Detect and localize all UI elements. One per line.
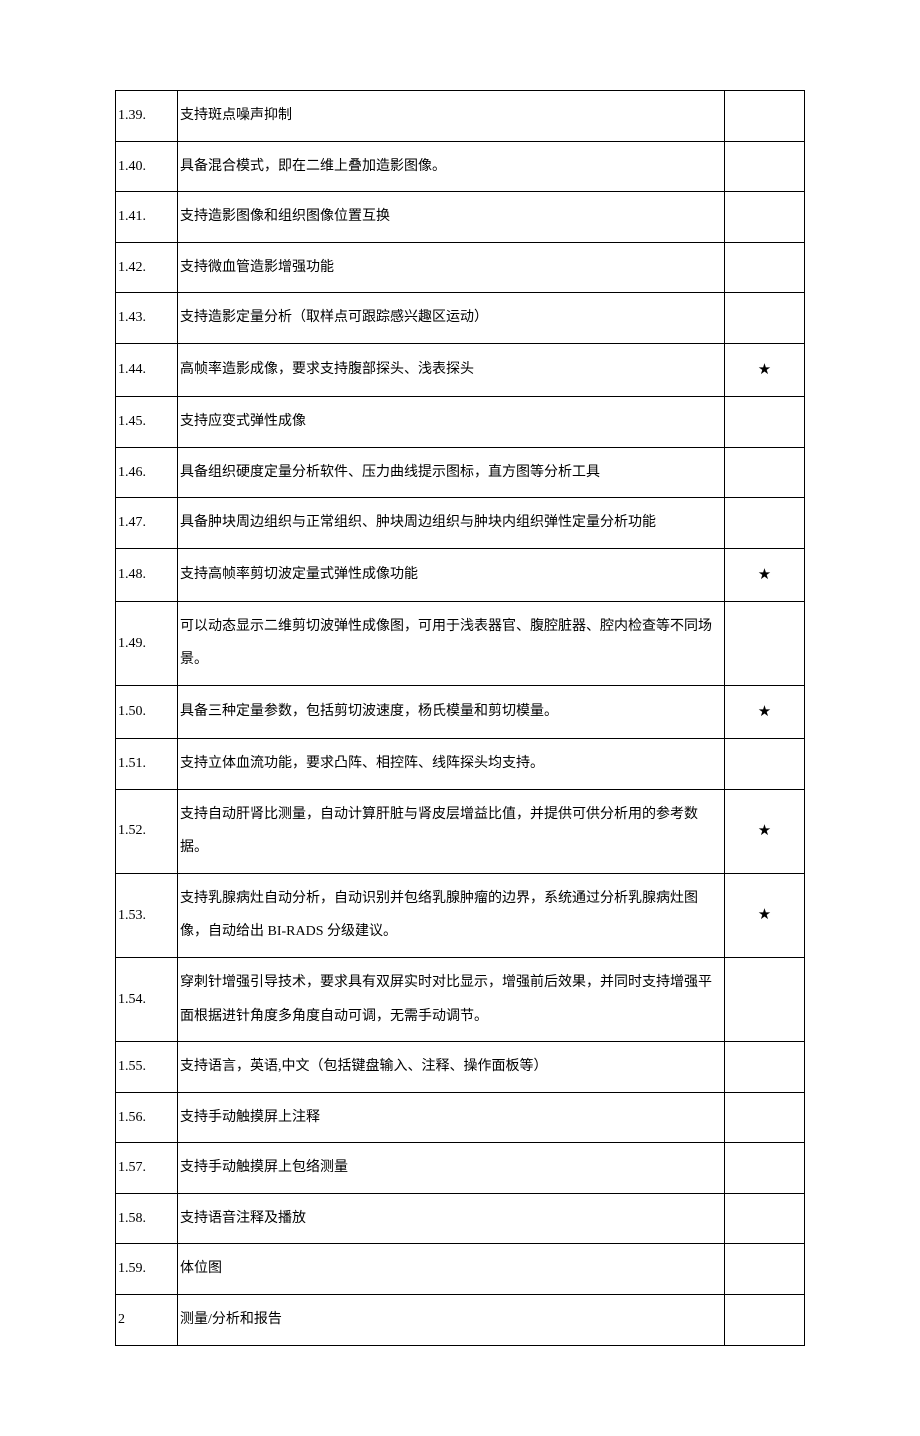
table-row: 1.52.支持自动肝肾比测量，自动计算肝脏与肾皮层增益比值，并提供可供分析用的参… [116,789,805,873]
row-number: 1.54. [116,957,178,1041]
row-mark [725,91,805,142]
row-number: 1.58. [116,1193,178,1244]
row-number: 1.50. [116,685,178,738]
row-description: 支持乳腺病灶自动分析，自动识别并包络乳腺肿瘤的边界，系统通过分析乳腺病灶图像，自… [178,873,725,957]
row-description: 支持手动触摸屏上包络测量 [178,1143,725,1194]
row-number: 1.53. [116,873,178,957]
row-number: 1.45. [116,396,178,447]
table-row: 1.42.支持微血管造影增强功能 [116,242,805,293]
row-number: 1.48. [116,548,178,601]
table-row: 1.48.支持高帧率剪切波定量式弹性成像功能★ [116,548,805,601]
table-row: 1.54.穿刺针增强引导技术，要求具有双屏实时对比显示，增强前后效果，并同时支持… [116,957,805,1041]
row-description: 支持语言，英语,中文（包括键盘输入、注释、操作面板等） [178,1042,725,1093]
row-number: 1.46. [116,447,178,498]
row-mark [725,447,805,498]
row-number: 1.43. [116,293,178,344]
row-mark [725,1092,805,1143]
row-description: 可以动态显示二维剪切波弹性成像图，可用于浅表器官、腹腔脏器、腔内检查等不同场景。 [178,601,725,685]
row-number: 1.49. [116,601,178,685]
row-mark [725,957,805,1041]
row-description: 支持造影图像和组织图像位置互换 [178,192,725,243]
table-row: 1.53.支持乳腺病灶自动分析，自动识别并包络乳腺肿瘤的边界，系统通过分析乳腺病… [116,873,805,957]
table-row: 1.56.支持手动触摸屏上注释 [116,1092,805,1143]
row-number: 1.59. [116,1244,178,1295]
row-mark [725,1193,805,1244]
row-number: 1.44. [116,343,178,396]
row-mark: ★ [725,343,805,396]
row-mark: ★ [725,873,805,957]
spec-table-body: 1.39.支持斑点噪声抑制1.40.具备混合模式，即在二维上叠加造影图像。1.4… [116,91,805,1346]
row-description: 支持造影定量分析（取样点可跟踪感兴趣区运动） [178,293,725,344]
row-mark [725,141,805,192]
table-row: 1.39.支持斑点噪声抑制 [116,91,805,142]
row-mark [725,738,805,789]
row-description: 具备组织硬度定量分析软件、压力曲线提示图标，直方图等分析工具 [178,447,725,498]
row-description: 具备肿块周边组织与正常组织、肿块周边组织与肿块内组织弹性定量分析功能 [178,498,725,549]
row-description: 支持手动触摸屏上注释 [178,1092,725,1143]
row-number: 1.40. [116,141,178,192]
row-description: 具备三种定量参数，包括剪切波速度，杨氏模量和剪切模量。 [178,685,725,738]
row-number: 2 [116,1295,178,1346]
row-mark [725,498,805,549]
table-row: 1.59.体位图 [116,1244,805,1295]
row-mark [725,293,805,344]
row-description: 具备混合模式，即在二维上叠加造影图像。 [178,141,725,192]
row-mark [725,396,805,447]
row-description: 体位图 [178,1244,725,1295]
table-row: 1.46.具备组织硬度定量分析软件、压力曲线提示图标，直方图等分析工具 [116,447,805,498]
table-row: 1.51.支持立体血流功能，要求凸阵、相控阵、线阵探头均支持。 [116,738,805,789]
row-mark [725,1143,805,1194]
table-row: 1.47.具备肿块周边组织与正常组织、肿块周边组织与肿块内组织弹性定量分析功能 [116,498,805,549]
row-mark [725,1295,805,1346]
row-number: 1.47. [116,498,178,549]
row-mark [725,1042,805,1093]
table-row: 1.45.支持应变式弹性成像 [116,396,805,447]
row-description: 支持语音注释及播放 [178,1193,725,1244]
row-number: 1.51. [116,738,178,789]
row-description: 穿刺针增强引导技术，要求具有双屏实时对比显示，增强前后效果，并同时支持增强平面根… [178,957,725,1041]
table-row: 1.40.具备混合模式，即在二维上叠加造影图像。 [116,141,805,192]
row-description: 支持高帧率剪切波定量式弹性成像功能 [178,548,725,601]
row-number: 1.39. [116,91,178,142]
table-row: 1.57.支持手动触摸屏上包络测量 [116,1143,805,1194]
table-row: 1.55.支持语言，英语,中文（包括键盘输入、注释、操作面板等） [116,1042,805,1093]
row-mark [725,1244,805,1295]
row-number: 1.56. [116,1092,178,1143]
row-mark [725,242,805,293]
spec-table: 1.39.支持斑点噪声抑制1.40.具备混合模式，即在二维上叠加造影图像。1.4… [115,90,805,1346]
row-description: 支持微血管造影增强功能 [178,242,725,293]
row-number: 1.41. [116,192,178,243]
row-description: 支持立体血流功能，要求凸阵、相控阵、线阵探头均支持。 [178,738,725,789]
row-description: 测量/分析和报告 [178,1295,725,1346]
row-mark [725,601,805,685]
row-description: 支持斑点噪声抑制 [178,91,725,142]
table-row: 1.41.支持造影图像和组织图像位置互换 [116,192,805,243]
row-description: 支持自动肝肾比测量，自动计算肝脏与肾皮层增益比值，并提供可供分析用的参考数据。 [178,789,725,873]
table-row: 1.43.支持造影定量分析（取样点可跟踪感兴趣区运动） [116,293,805,344]
row-mark: ★ [725,548,805,601]
table-row: 1.50.具备三种定量参数，包括剪切波速度，杨氏模量和剪切模量。★ [116,685,805,738]
row-number: 1.42. [116,242,178,293]
table-row: 1.49.可以动态显示二维剪切波弹性成像图，可用于浅表器官、腹腔脏器、腔内检查等… [116,601,805,685]
row-number: 1.57. [116,1143,178,1194]
row-description: 支持应变式弹性成像 [178,396,725,447]
table-row: 1.44.高帧率造影成像，要求支持腹部探头、浅表探头★ [116,343,805,396]
row-mark [725,192,805,243]
row-number: 1.55. [116,1042,178,1093]
table-row: 1.58.支持语音注释及播放 [116,1193,805,1244]
row-mark: ★ [725,685,805,738]
table-row: 2测量/分析和报告 [116,1295,805,1346]
row-description: 高帧率造影成像，要求支持腹部探头、浅表探头 [178,343,725,396]
row-number: 1.52. [116,789,178,873]
row-mark: ★ [725,789,805,873]
